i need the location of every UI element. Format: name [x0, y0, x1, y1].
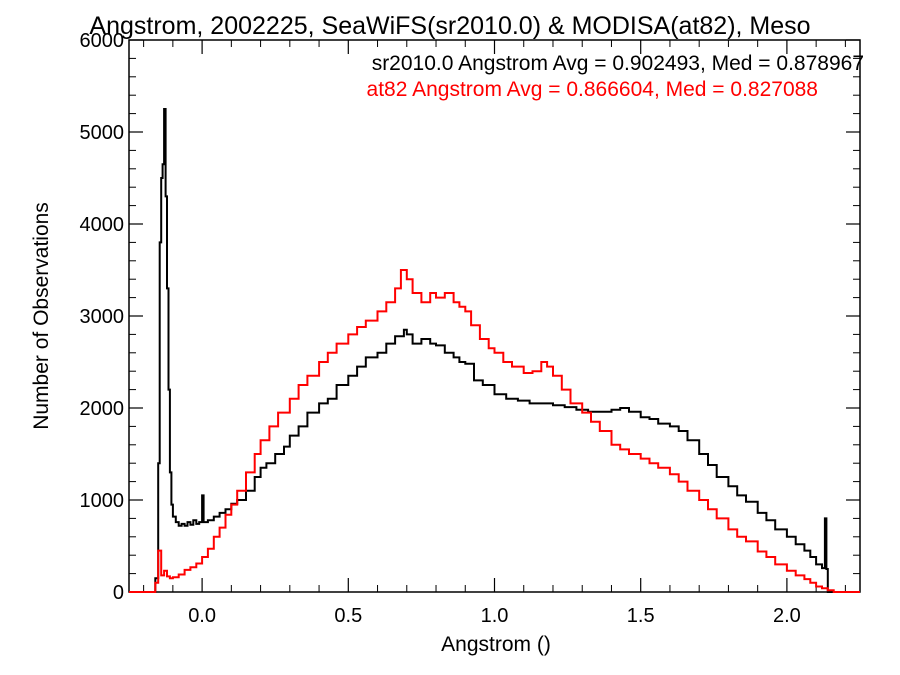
plot-frame [128, 39, 861, 593]
chart-title: Angstrom, 2002225, SeaWiFS(sr2010.0) & M… [89, 12, 810, 40]
y-tick-label: 4000 [80, 214, 125, 236]
x-tick-label: 0.0 [188, 605, 216, 627]
y-tick-label: 3000 [80, 306, 125, 328]
y-axis-ticks: 0 1000 2000 3000 4000 5000 6000 [80, 30, 860, 604]
x-tick-label: 0.5 [334, 605, 362, 627]
y-tick-label: 0 [113, 582, 124, 604]
y-tick-label: 1000 [80, 490, 125, 512]
y-tick-label: 6000 [80, 30, 125, 52]
x-axis-ticks: 0.0 0.5 1.0 1.5 2.0 [143, 40, 846, 627]
x-tick-label: 1.0 [481, 605, 509, 627]
at82-histogram-line [129, 269, 860, 593]
y-tick-label: 2000 [80, 398, 125, 420]
x-tick-label: 2.0 [773, 605, 801, 627]
x-axis-label: Angstrom () [441, 633, 551, 656]
sr2010-histogram-line [129, 108, 860, 593]
x-tick-label: 1.5 [627, 605, 655, 627]
series-layer [129, 108, 860, 593]
y-axis-label: Number of Observations [30, 202, 53, 430]
legend-line-1: sr2010.0 Angstrom Avg = 0.902493, Med = … [372, 52, 864, 75]
y-tick-label: 5000 [80, 122, 125, 144]
legend-line-2: at82 Angstrom Avg = 0.866604, Med = 0.82… [367, 78, 818, 101]
